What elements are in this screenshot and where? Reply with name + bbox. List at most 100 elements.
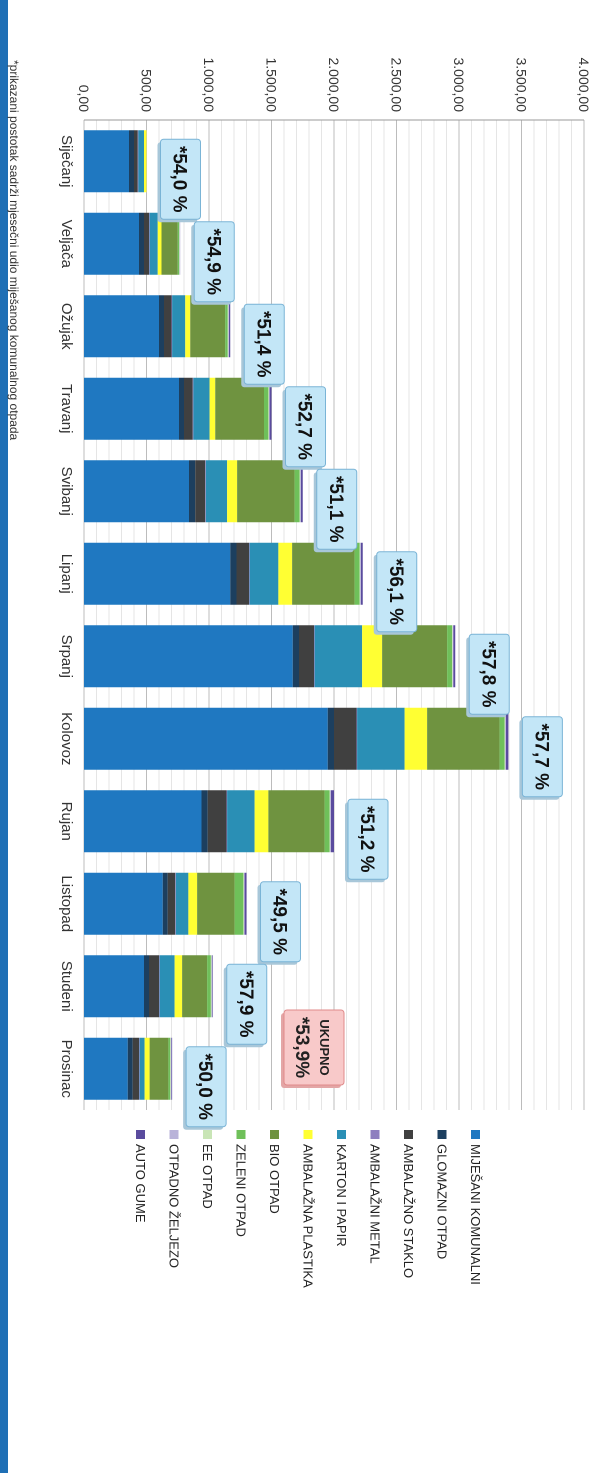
bar-segment [139, 212, 144, 275]
percentage-callout-text: *57,8 % [477, 641, 498, 708]
bar-segment [249, 542, 250, 605]
total-callout-box [283, 1009, 345, 1086]
bar-segment [227, 790, 255, 853]
x-tick-label: Studeni [58, 961, 75, 1012]
legend-swatch [303, 1130, 313, 1139]
bar-segment [84, 790, 202, 853]
legend-label: AMBALAŽNO STAKLO [401, 1144, 416, 1278]
bar-segment [294, 460, 300, 523]
bar-segment [134, 130, 138, 193]
bar-segment [161, 212, 178, 275]
bar-segment [453, 625, 456, 688]
bar-segment [190, 295, 226, 358]
bar-segment [137, 130, 139, 193]
legend-label: EE OTPAD [200, 1144, 215, 1209]
bar-segment [189, 460, 196, 523]
percentage-callout-text: *56,1 % [385, 558, 406, 625]
percentage-callout-box [160, 138, 201, 220]
bar-segment [330, 790, 331, 853]
bar-segment [226, 790, 228, 853]
percentage-callout-text: *54,0 % [169, 146, 190, 213]
bar-segment [269, 377, 272, 440]
y-tick-label: 2.500,00 [389, 58, 405, 113]
bar-segment [205, 460, 228, 523]
bar-segment [149, 955, 159, 1018]
bar-segment [159, 955, 160, 1018]
bar-segment [168, 1037, 171, 1100]
bar-segment [314, 625, 315, 688]
bar-segment [182, 955, 208, 1018]
legend-swatch [236, 1130, 246, 1139]
bar-segment [159, 955, 175, 1018]
bar-segment [174, 955, 183, 1018]
bar-segment [211, 955, 213, 1018]
percentage-callout-text: *57,9 % [235, 971, 256, 1038]
bar-segment [84, 460, 189, 523]
bar-segment [360, 542, 363, 605]
bar-segment [175, 872, 176, 935]
percentage-callout-box [193, 221, 235, 303]
bar-segment [236, 542, 249, 605]
bar-segment [167, 872, 176, 935]
legend-swatch [169, 1130, 179, 1139]
bar-segment [360, 542, 361, 605]
y-tick-label: 3.000,00 [451, 58, 467, 113]
bar-segment [184, 377, 193, 440]
bar-segment [329, 790, 331, 853]
y-tick-label: 500,00 [139, 69, 155, 112]
bar-segment [144, 212, 149, 275]
bar-segment [139, 1037, 145, 1100]
bar-segment [170, 1037, 172, 1100]
bar-segment [207, 790, 227, 853]
bar-segment [225, 295, 228, 358]
bar-segment [205, 460, 206, 523]
legend-label: AMBALAŽNA PLASTIKA [301, 1144, 316, 1288]
percentage-callout-text: *57,7 % [530, 723, 551, 790]
bar-segment [144, 130, 147, 193]
bar-segment [212, 955, 213, 1018]
bar-segment [197, 872, 235, 935]
bar-segment [84, 542, 231, 605]
percentage-callout-text: *51,4 % [252, 311, 273, 378]
x-tick-label: Veljača [58, 220, 75, 269]
bar-segment [356, 707, 358, 770]
bar-segment [164, 295, 172, 358]
x-tick-label: Travanj [58, 384, 75, 433]
legend-swatch [136, 1130, 145, 1139]
bar-segment [192, 377, 194, 440]
bar-segment [227, 295, 229, 358]
bar-segment [244, 872, 247, 935]
bar-segment [330, 790, 334, 853]
bar-segment [314, 625, 363, 688]
bar-segment [249, 542, 279, 605]
bar-segment [230, 542, 237, 605]
bar-segment [179, 212, 181, 275]
percentage-callout-text: *51,1 % [325, 476, 346, 543]
legend-label: BIO OTPAD [267, 1144, 282, 1214]
bar-segment [268, 790, 325, 853]
legend-swatch [337, 1130, 346, 1139]
bar-segment [359, 542, 361, 605]
percentage-callout-box [468, 633, 510, 715]
bar-segment [264, 377, 269, 440]
bars [84, 130, 509, 1100]
category-axis: Siječanj Veljača Ožujak Travanj Svibanj Lipan… [58, 135, 75, 1098]
legend-label: KARTON I PAPIR [334, 1144, 349, 1247]
total-callout: UKUPNO *53,9% [281, 1009, 345, 1088]
bar-segment [159, 295, 164, 358]
bar-segment [177, 212, 179, 275]
bar-segment [84, 1037, 128, 1100]
bar-segment [357, 707, 405, 770]
x-tick-label: Siječanj [58, 135, 75, 188]
legend-label: AMBALAŽNI METAL [368, 1144, 383, 1264]
percentage-callout-box [521, 716, 563, 798]
bar-segment [228, 295, 229, 358]
percentage-callouts: *54,0 % *54,9 % *51,4 % *52,7 % *51,1 % *56,1… [157, 138, 563, 1130]
bar-segment [207, 955, 211, 1018]
bar-segment [452, 625, 454, 688]
y-tick-label: 1.000,00 [201, 58, 217, 113]
bar-segment [229, 295, 231, 358]
bar-segment [138, 130, 144, 193]
bar-segment [209, 377, 216, 440]
